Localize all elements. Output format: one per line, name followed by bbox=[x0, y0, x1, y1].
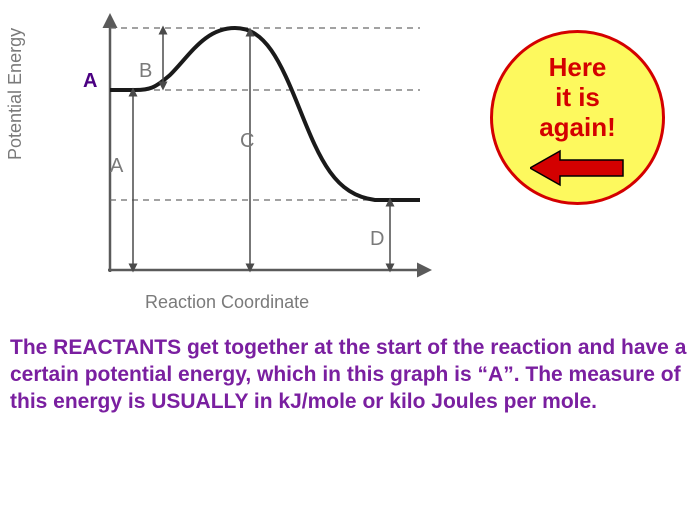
bold-marker-A: A bbox=[83, 70, 97, 93]
callout-line-3: again! bbox=[539, 112, 616, 142]
reaction-curve bbox=[110, 28, 420, 200]
y-axis-label: Potential Energy bbox=[5, 28, 26, 160]
label-D: D bbox=[370, 228, 384, 251]
energy-diagram: Potential Energy Reaction Coordinate bbox=[15, 10, 435, 310]
callout-bubble: Here it is again! bbox=[490, 30, 665, 205]
x-axis-label: Reaction Coordinate bbox=[145, 292, 309, 313]
left-arrow-icon bbox=[530, 149, 625, 187]
label-B: B bbox=[139, 60, 152, 83]
label-A: A bbox=[110, 155, 123, 178]
label-C: C bbox=[240, 130, 254, 153]
callout-text: Here it is again! bbox=[539, 53, 616, 143]
callout-line-1: Here bbox=[549, 52, 607, 82]
explanation-text: The REACTANTS get together at the start … bbox=[10, 335, 690, 416]
callout-line-2: it is bbox=[555, 82, 600, 112]
